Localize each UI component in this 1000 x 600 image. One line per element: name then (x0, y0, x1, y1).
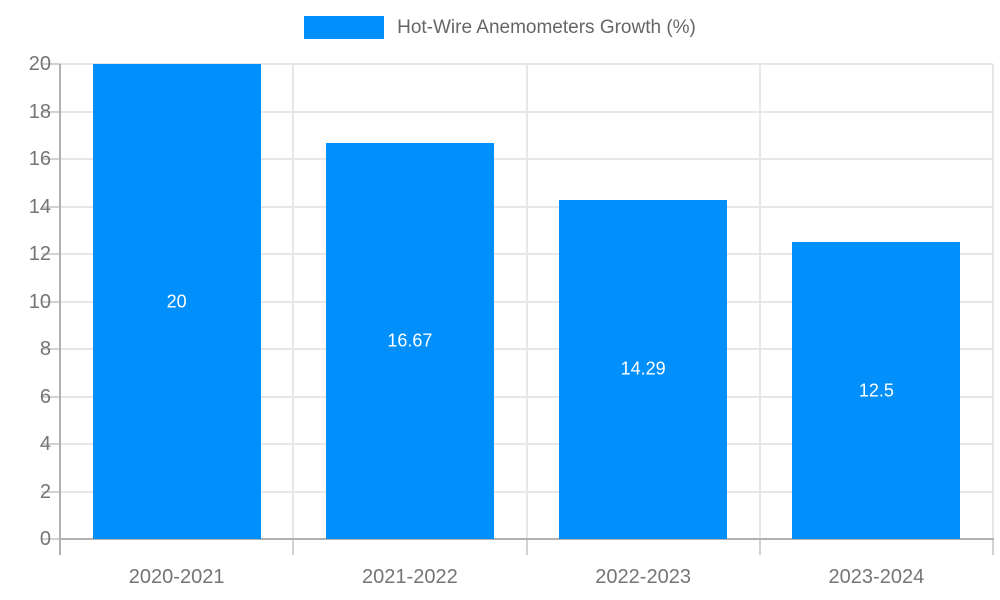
bar-value-label: 14.29 (620, 358, 666, 379)
x-axis-line (59, 538, 994, 540)
x-axis-category-label: 2023-2024 (828, 566, 925, 588)
gridline-vertical (758, 64, 761, 539)
y-axis-tick-label: 10 (28, 290, 51, 313)
x-axis-tick (758, 539, 761, 555)
y-axis-tick (42, 300, 60, 303)
y-axis-tick-label: 2 (39, 480, 51, 503)
bar-value-label: 20 (166, 291, 187, 311)
bar-2022-2023[interactable]: 14.29 (559, 199, 728, 539)
y-axis-tick (42, 205, 60, 208)
x-axis-category-label: 2022-2023 (595, 566, 691, 588)
y-axis-tick (42, 395, 60, 398)
gridline-vertical (525, 64, 528, 539)
y-axis-tick (42, 158, 60, 160)
y-axis-tick-label: 0 (39, 528, 51, 550)
y-axis-tick-label: 14 (28, 195, 51, 218)
y-axis-tick (42, 63, 60, 65)
y-axis-tick-label: 4 (39, 433, 51, 455)
bar-2023-2024[interactable]: 12.5 (792, 242, 961, 539)
y-axis-tick (42, 538, 60, 540)
y-axis-tick-label: 18 (28, 100, 51, 123)
legend-label: Hot-Wire Anemometers Growth (%) (397, 16, 696, 38)
y-axis-tick (42, 253, 60, 255)
y-axis-tick-label: 6 (39, 385, 51, 408)
legend[interactable]: Hot-Wire Anemometers Growth (%) (0, 16, 1000, 39)
gridline-vertical (992, 64, 994, 539)
gridline-vertical (292, 64, 295, 539)
y-axis-tick (42, 110, 60, 113)
y-axis-line (59, 64, 61, 555)
bar-value-label: 12.5 (858, 380, 894, 401)
y-axis-tick-label: 20 (28, 53, 51, 75)
x-axis-tick (992, 539, 994, 555)
x-axis-category-label: 2020-2021 (128, 566, 225, 588)
bar-2020-2021[interactable]: 20 (92, 64, 261, 539)
x-axis-tick (292, 539, 295, 555)
y-axis-tick (42, 348, 60, 350)
y-axis-tick (42, 490, 60, 493)
legend-swatch-icon (304, 16, 385, 39)
x-axis-category-label: 2021-2022 (362, 566, 458, 588)
y-axis-tick (42, 443, 60, 445)
y-axis-tick-label: 8 (39, 338, 51, 360)
y-axis-tick-label: 12 (28, 243, 51, 265)
y-axis-tick-label: 16 (28, 148, 51, 170)
x-axis-tick (525, 539, 528, 555)
bar-value-label: 16.67 (387, 330, 433, 351)
bar-2021-2022[interactable]: 16.67 (325, 143, 494, 539)
